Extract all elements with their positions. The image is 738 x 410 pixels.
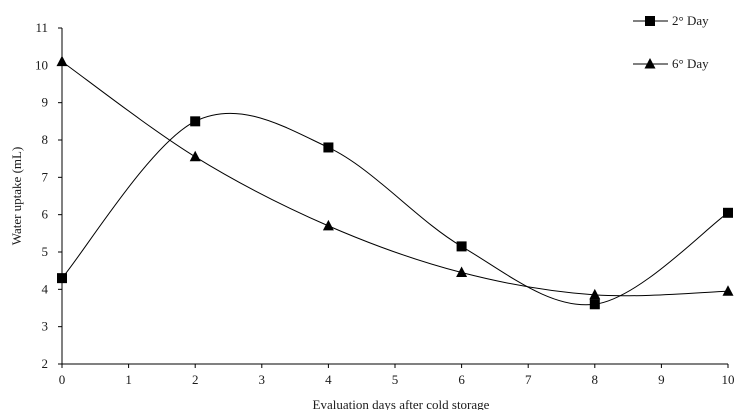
legend-item: 6° Day bbox=[633, 56, 709, 71]
triangle-marker bbox=[722, 285, 734, 296]
x-tick-label: 8 bbox=[592, 372, 599, 387]
x-tick-label: 5 bbox=[392, 372, 399, 387]
series-1 bbox=[57, 112, 733, 310]
triangle-marker bbox=[456, 266, 468, 278]
y-tick-label: 6 bbox=[42, 207, 49, 222]
series-2 bbox=[56, 55, 734, 300]
y-tick-label: 5 bbox=[42, 244, 49, 259]
legend-label: 2° Day bbox=[672, 13, 709, 28]
legend-item: 2° Day bbox=[633, 13, 709, 28]
square-marker bbox=[723, 207, 733, 218]
legend-label: 6° Day bbox=[672, 56, 709, 71]
series-line bbox=[61, 61, 729, 297]
x-tick-label: 4 bbox=[325, 372, 332, 387]
y-tick-label: 4 bbox=[42, 281, 49, 296]
y-tick-label: 3 bbox=[42, 319, 49, 334]
y-tick-label: 11 bbox=[35, 20, 48, 35]
x-tick-label: 2 bbox=[192, 372, 199, 387]
square-marker bbox=[190, 116, 201, 127]
x-axis-label: Evaluation days after cold storage bbox=[313, 397, 490, 410]
square-marker bbox=[589, 299, 600, 310]
triangle-marker bbox=[189, 150, 201, 162]
square-marker bbox=[57, 273, 67, 284]
square-marker bbox=[645, 16, 655, 26]
y-axis-label: Water uptake (mL) bbox=[9, 147, 24, 246]
series-layer bbox=[56, 55, 734, 310]
x-tick-label: 3 bbox=[259, 372, 266, 387]
square-marker bbox=[323, 142, 334, 153]
x-tick-label: 10 bbox=[722, 372, 735, 387]
triangle-marker bbox=[589, 288, 601, 300]
y-axis-ticks: 2 3 4 5 6 7 8 9 10 11 bbox=[35, 20, 62, 371]
triangle-marker bbox=[56, 55, 68, 67]
x-tick-label: 0 bbox=[59, 372, 66, 387]
y-tick-label: 9 bbox=[42, 95, 49, 110]
y-tick-label: 7 bbox=[42, 169, 49, 184]
series-line bbox=[61, 112, 729, 306]
x-tick-label: 1 bbox=[125, 372, 132, 387]
triangle-marker bbox=[322, 219, 334, 231]
x-axis-ticks: 0 1 2 3 4 5 6 7 8 9 10 bbox=[59, 364, 735, 387]
triangle-marker bbox=[644, 58, 656, 69]
plot-area: 2 3 4 5 6 7 8 9 10 11 0 1 2 3 4 5 6 7 8 9 10 bbox=[35, 20, 735, 387]
legend: 2° Day 6° Day bbox=[633, 13, 709, 71]
y-tick-label: 8 bbox=[42, 132, 49, 147]
x-tick-label: 6 bbox=[458, 372, 465, 387]
x-tick-label: 7 bbox=[525, 372, 532, 387]
square-marker bbox=[456, 241, 467, 252]
x-tick-label: 9 bbox=[658, 372, 665, 387]
y-tick-label: 2 bbox=[42, 356, 49, 371]
y-tick-label: 10 bbox=[35, 57, 48, 72]
